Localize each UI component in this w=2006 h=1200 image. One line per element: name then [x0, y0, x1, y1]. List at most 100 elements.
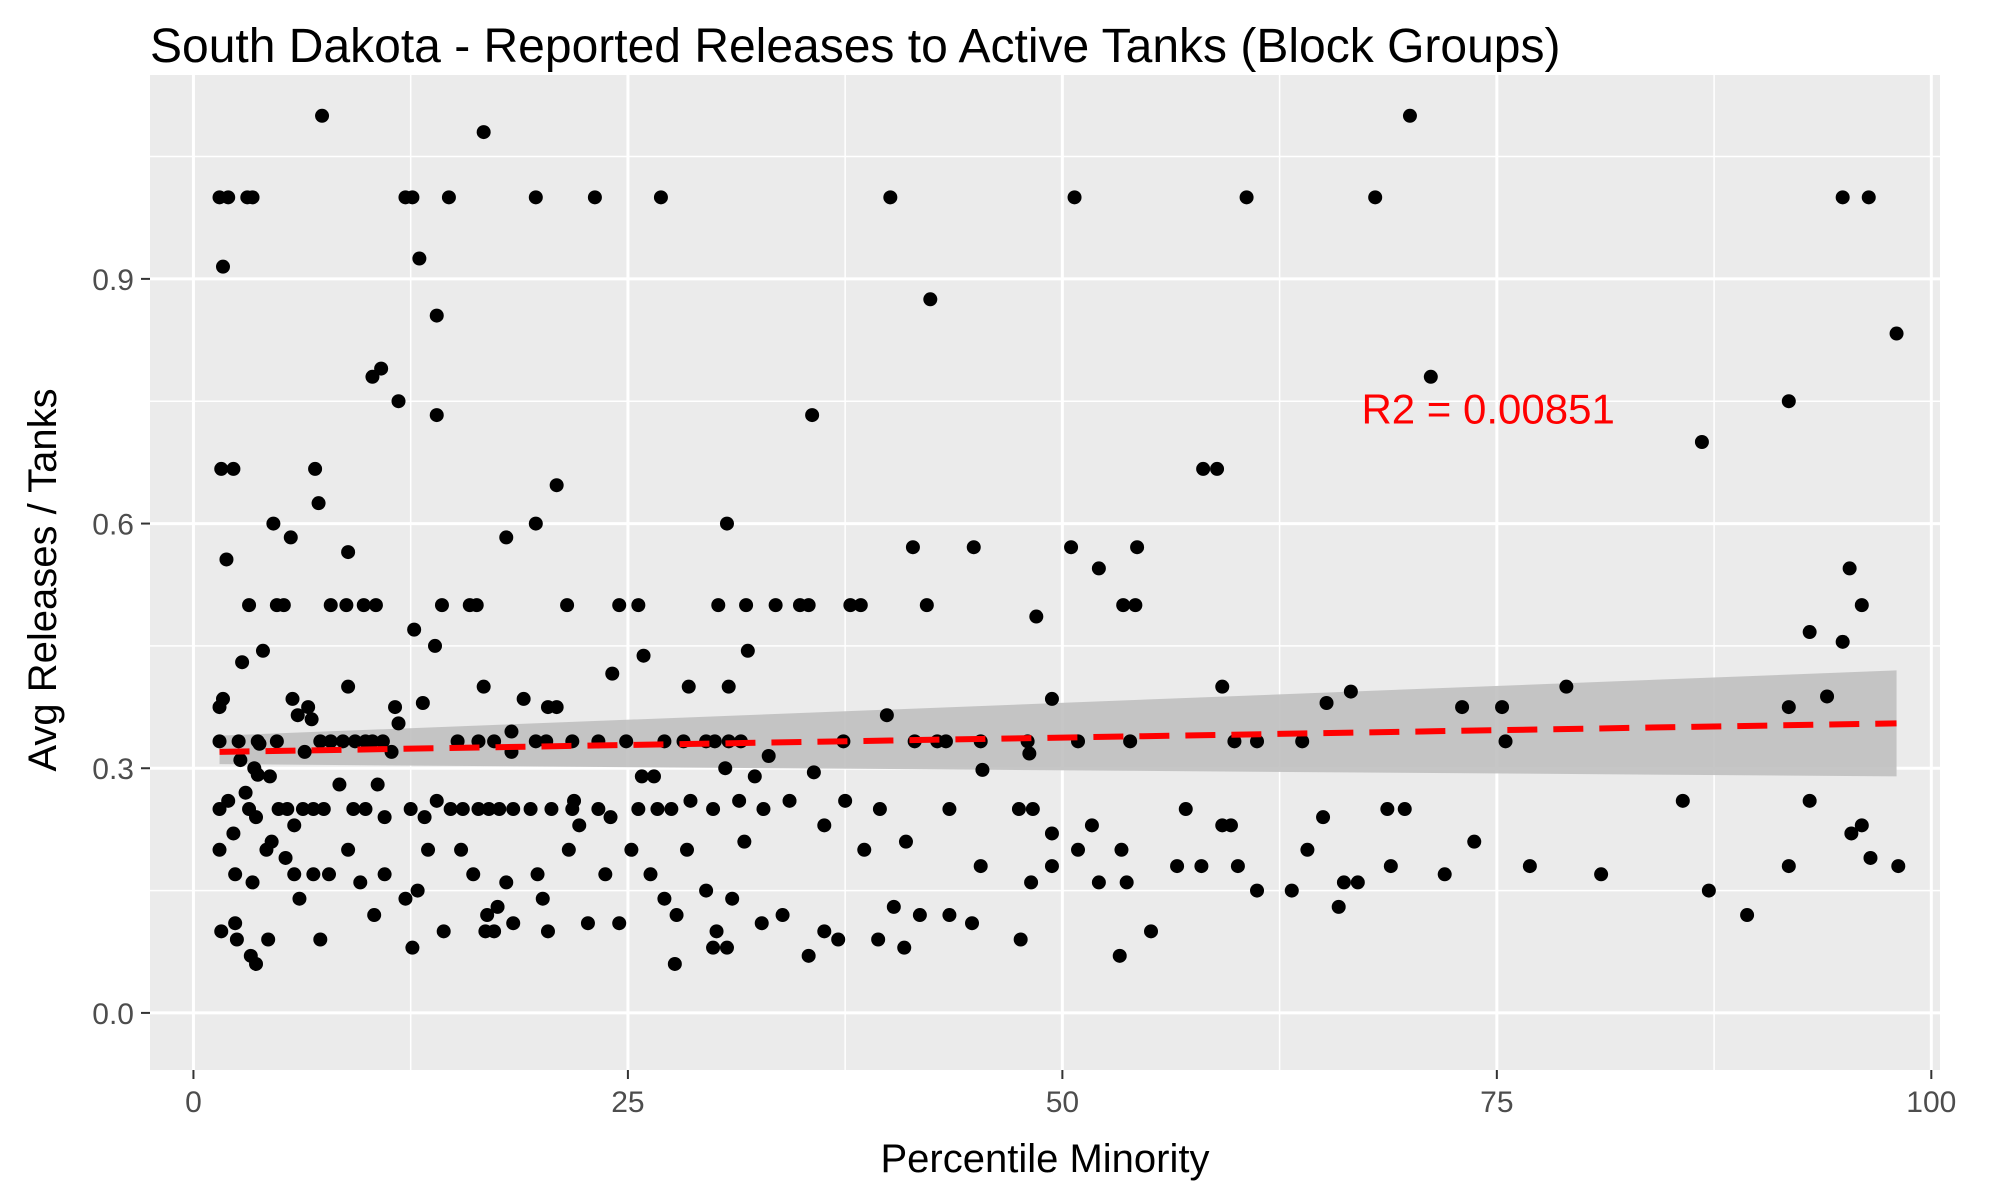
data-point: [1802, 625, 1817, 640]
data-point: [737, 834, 752, 849]
data-point: [657, 891, 672, 906]
data-point: [711, 598, 726, 613]
data-point: [1091, 875, 1106, 890]
data-point: [1067, 190, 1082, 205]
data-point: [1854, 818, 1869, 833]
data-point: [725, 891, 740, 906]
data-point: [1091, 561, 1106, 576]
data-point: [1402, 108, 1417, 123]
minor-gridlines: [150, 75, 1940, 1070]
data-point: [1701, 883, 1716, 898]
data-point: [721, 679, 736, 694]
data-point: [499, 530, 514, 545]
data-point: [391, 716, 406, 731]
data-point: [252, 736, 267, 751]
data-point: [278, 850, 293, 865]
data-point: [975, 762, 990, 777]
data-point: [358, 802, 373, 817]
fit-line-layer: [219, 720, 1897, 755]
data-point: [212, 842, 227, 857]
data-point: [817, 818, 832, 833]
data-point: [295, 802, 310, 817]
data-point: [1144, 924, 1159, 939]
data-point: [1380, 802, 1395, 817]
data-point: [212, 734, 227, 749]
data-point: [1119, 875, 1134, 890]
data-point: [269, 734, 284, 749]
data-point: [1071, 842, 1086, 857]
data-point: [634, 769, 649, 784]
data-point: [643, 867, 658, 882]
data-point: [1889, 326, 1904, 341]
data-point: [506, 916, 521, 931]
data-point: [1740, 908, 1755, 923]
data-point: [348, 734, 363, 749]
data-point: [228, 867, 243, 882]
data-point: [266, 516, 281, 531]
data-point: [516, 691, 531, 706]
data-point: [403, 802, 418, 817]
data-point: [1196, 461, 1211, 476]
data-point: [706, 940, 721, 955]
x-tick-label: 75: [1480, 1086, 1513, 1119]
data-point: [544, 802, 559, 817]
data-point: [1781, 700, 1796, 715]
data-point: [747, 769, 762, 784]
data-point: [264, 834, 279, 849]
data-point: [631, 802, 646, 817]
data-point: [653, 190, 668, 205]
data-point: [898, 834, 913, 849]
data-point: [598, 867, 613, 882]
data-point: [587, 190, 602, 205]
data-point: [806, 765, 821, 780]
data-point: [454, 842, 469, 857]
data-point: [415, 695, 430, 710]
data-point: [332, 777, 347, 792]
data-point: [384, 744, 399, 759]
data-point: [1123, 734, 1138, 749]
data-point: [871, 932, 886, 947]
data-point: [405, 940, 420, 955]
data-point: [1522, 859, 1537, 874]
data-point: [919, 598, 934, 613]
y-axis-ticks: 0.0 0.3 0.6 0.9: [92, 264, 150, 1031]
data-point: [335, 734, 350, 749]
data-point: [292, 891, 307, 906]
confidence-band: [219, 670, 1897, 777]
x-tick-label: 0: [185, 1086, 202, 1119]
data-point: [879, 708, 894, 723]
data-point: [923, 292, 938, 307]
data-point: [443, 802, 458, 817]
data-point: [398, 891, 413, 906]
data-point: [221, 793, 236, 808]
data-point: [1368, 190, 1383, 205]
data-point: [1250, 883, 1265, 898]
data-point: [313, 734, 328, 749]
data-point: [1861, 190, 1876, 205]
data-point: [1116, 598, 1131, 613]
data-point: [619, 734, 634, 749]
data-point: [612, 598, 627, 613]
data-point: [391, 394, 406, 409]
data-point: [346, 802, 361, 817]
data-point: [1781, 859, 1796, 874]
data-point: [262, 769, 277, 784]
data-point: [261, 932, 276, 947]
data-point: [441, 190, 456, 205]
data-point: [377, 810, 392, 825]
data-point: [249, 956, 264, 971]
data-point: [1239, 190, 1254, 205]
data-point: [528, 516, 543, 531]
data-points: [212, 108, 1906, 971]
data-point: [1594, 867, 1609, 882]
data-point: [1223, 818, 1238, 833]
data-point: [680, 842, 694, 857]
data-point: [1084, 818, 1099, 833]
x-tick-label: 100: [1906, 1086, 1956, 1119]
data-point: [283, 530, 298, 545]
data-point: [872, 802, 887, 817]
data-point: [1844, 826, 1859, 841]
data-point: [287, 818, 302, 833]
data-point: [965, 916, 980, 931]
